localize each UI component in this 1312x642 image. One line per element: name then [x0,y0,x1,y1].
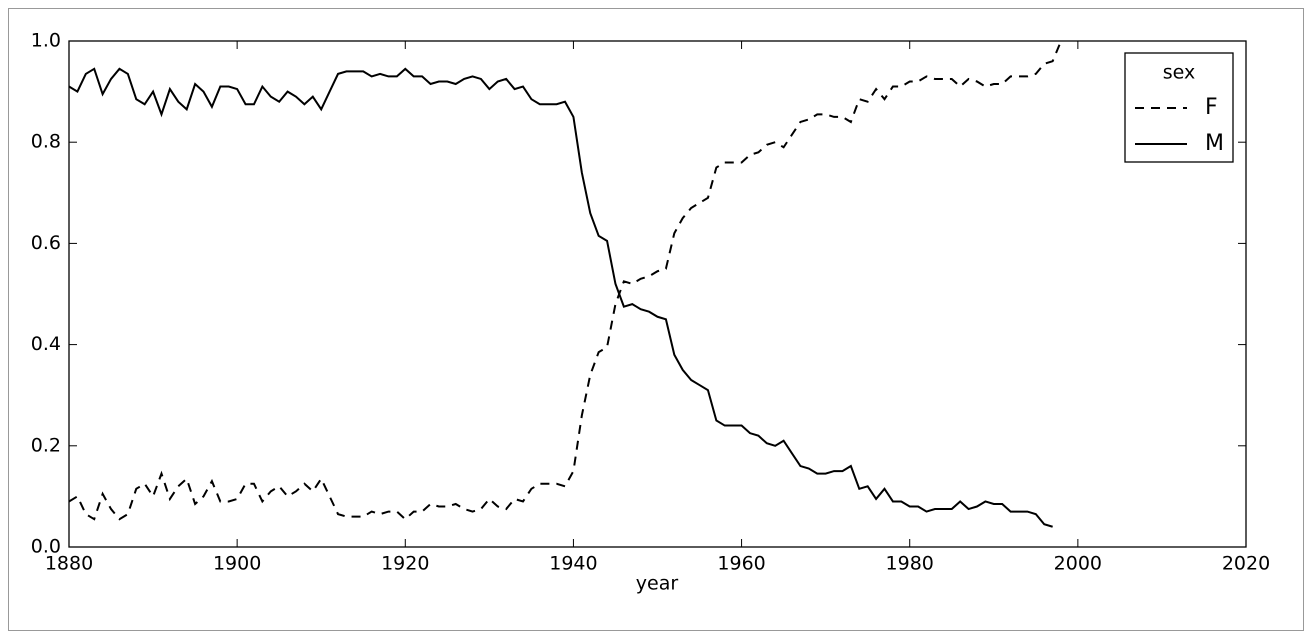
y-tick-label: 1.0 [31,30,61,52]
plot-area [68,40,1247,548]
x-tick-label: 1900 [213,553,261,575]
x-tick-label: 1940 [549,553,597,575]
legend-label: M [1205,131,1224,156]
legend-label: F [1205,95,1218,120]
y-tick-label: 0.8 [31,131,61,153]
y-tick-label: 0.6 [31,232,61,254]
line-series [68,40,1062,521]
y-tick-label: 0.0 [31,536,61,558]
x-tick-label: 1880 [45,553,93,575]
x-tick-label: 2000 [1054,553,1102,575]
x-tick-label: 1920 [381,553,429,575]
x-axis-label: year [636,573,679,595]
x-tick-label: 1960 [717,553,765,575]
legend-title: sex [1163,62,1196,84]
y-tick-label: 0.2 [31,434,61,456]
y-tick-label: 0.4 [31,333,61,355]
line-series [68,67,1053,528]
frame [8,8,1304,631]
x-tick-label: 1980 [886,553,934,575]
x-tick-label: 2020 [1222,553,1270,575]
